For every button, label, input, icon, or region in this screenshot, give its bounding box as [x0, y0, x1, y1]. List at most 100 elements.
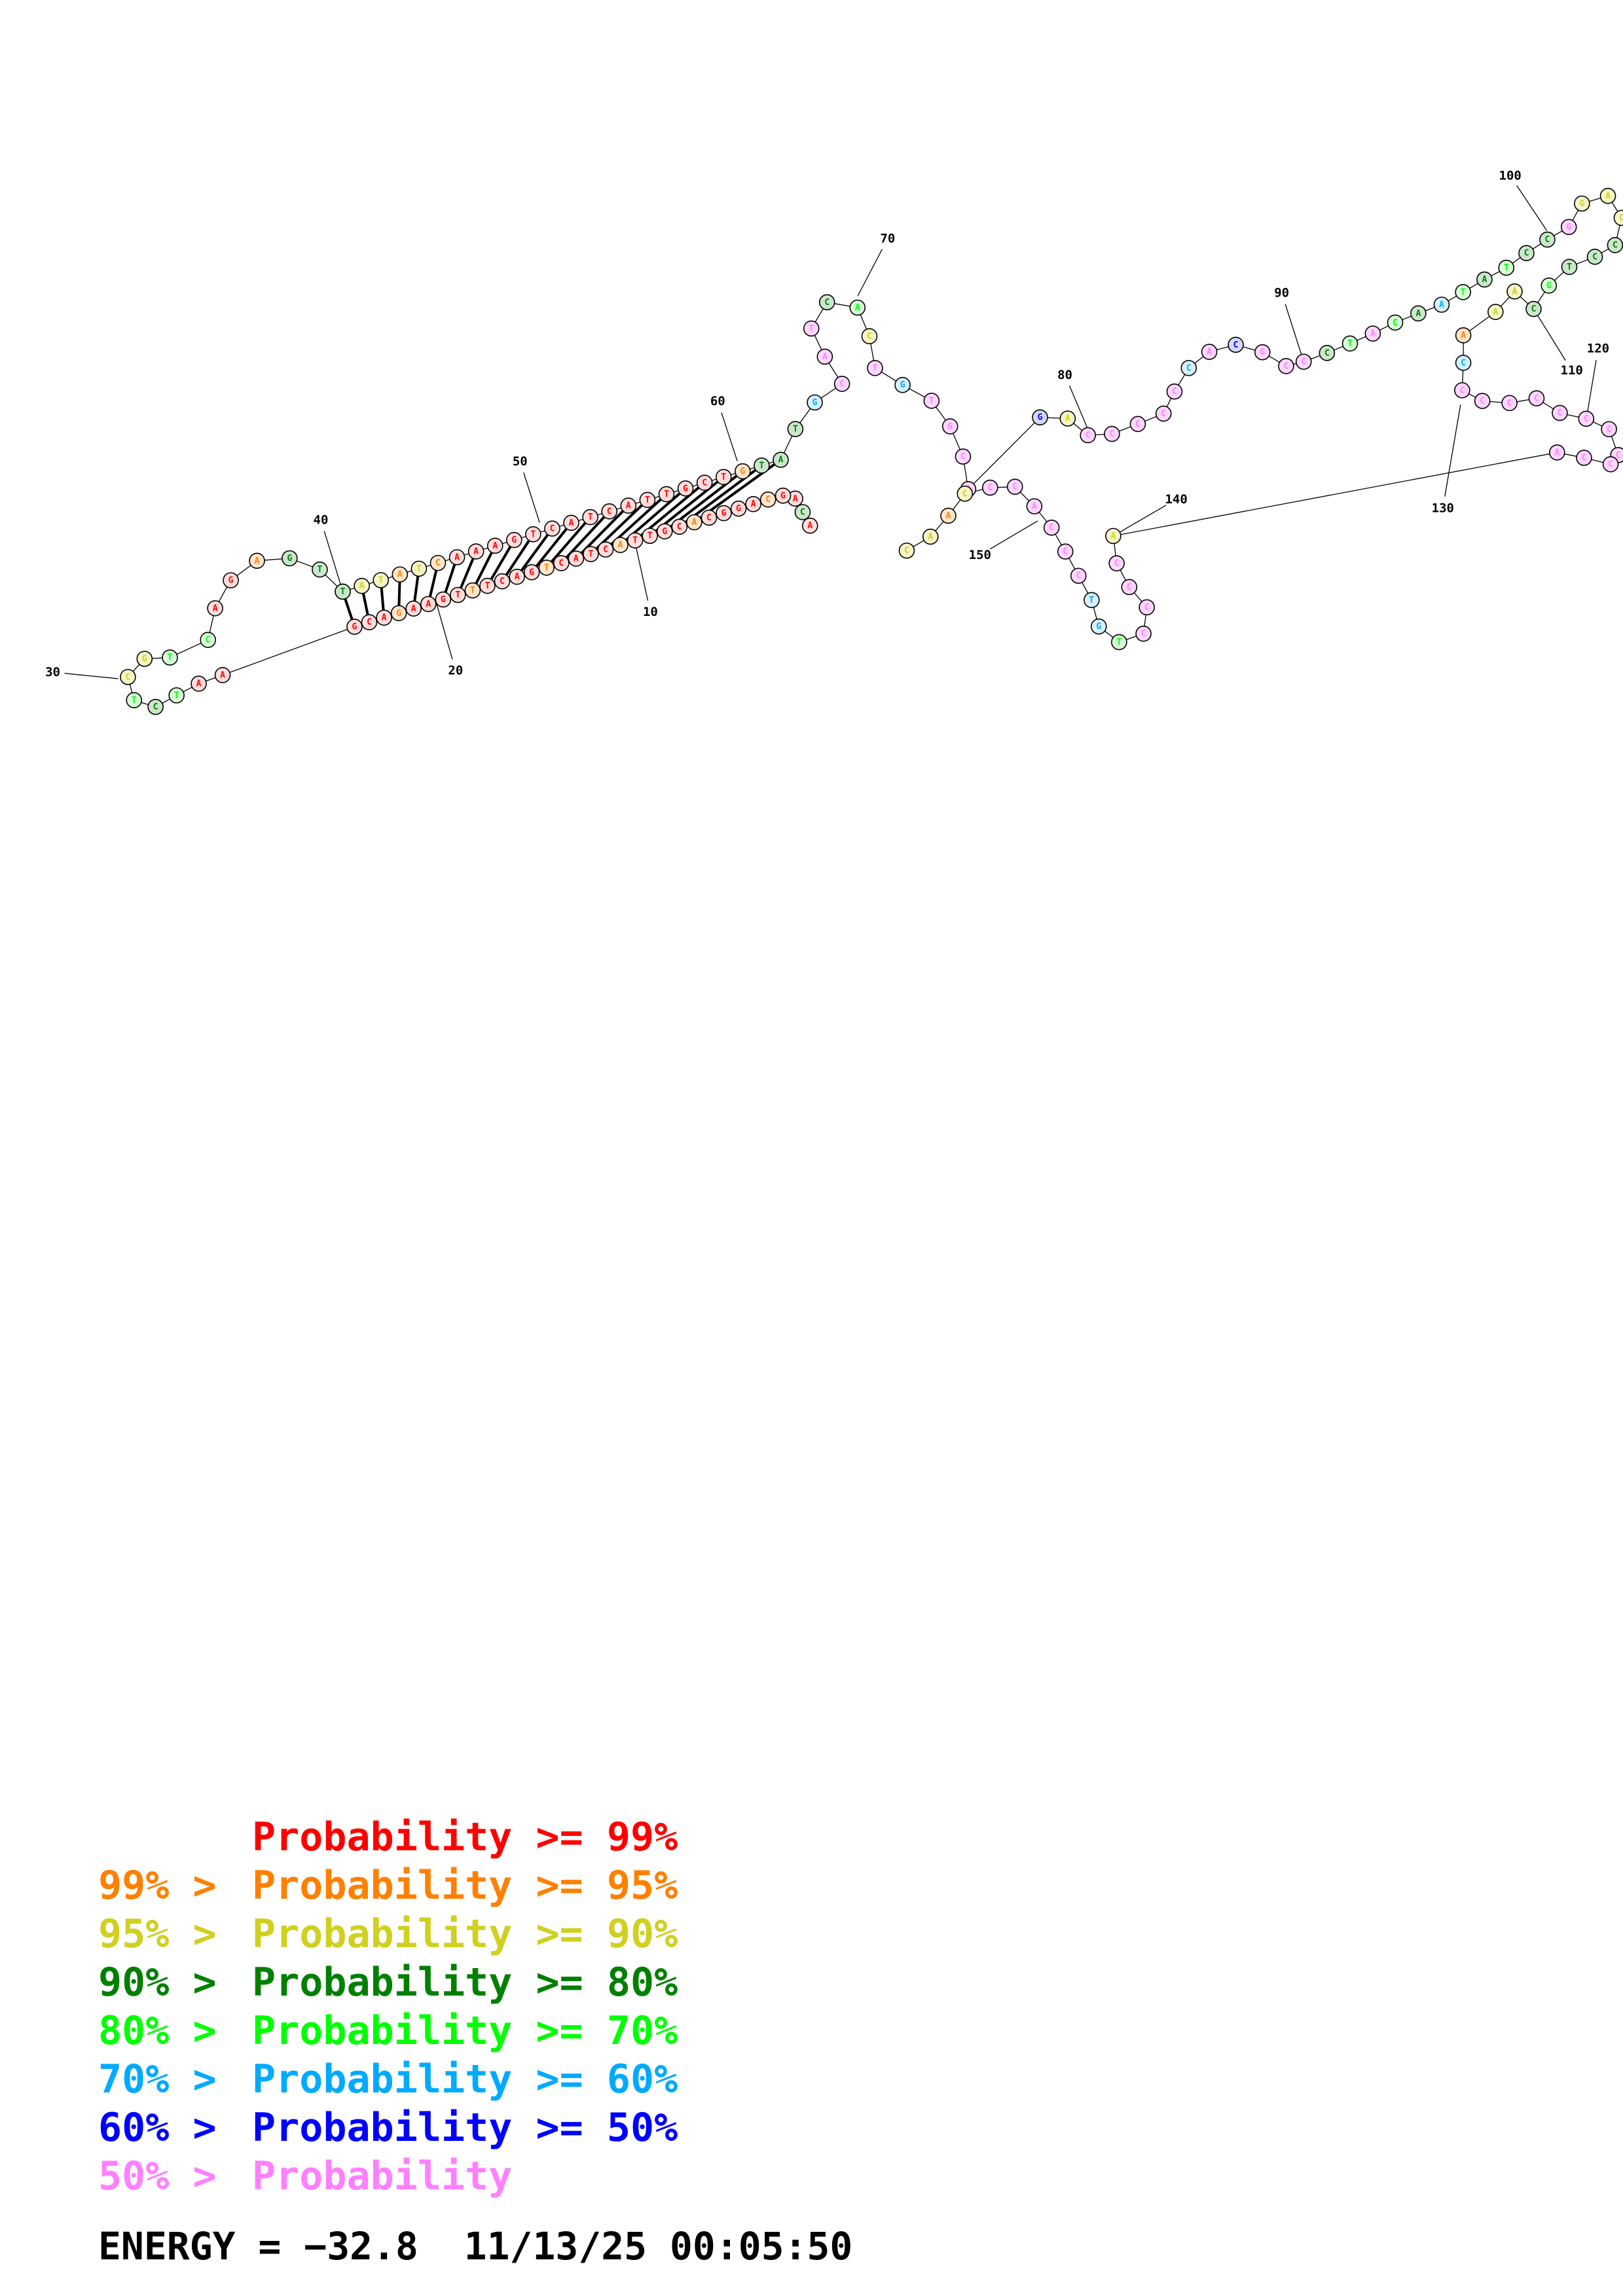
- nucleotide-letter: C: [765, 495, 771, 505]
- nucleotide-letter: C: [824, 298, 830, 308]
- nucleotide-letter: C: [1480, 397, 1485, 406]
- nucleotide: T: [867, 359, 883, 376]
- nucleotide: T: [787, 421, 804, 437]
- nucleotide: C: [1613, 209, 1623, 226]
- nucleotide-letter: A: [618, 541, 623, 550]
- nucleotide-letter: T: [378, 575, 384, 585]
- nucleotide: A: [486, 537, 503, 554]
- nucleotide-letter: C: [904, 546, 909, 556]
- nucleotide: T: [464, 582, 481, 599]
- nucleotide: G: [807, 394, 823, 411]
- nucleotide-letter: G: [142, 655, 147, 664]
- nucleotide: A: [214, 667, 231, 683]
- nucleotide: G: [282, 550, 298, 567]
- nucleotide-letter: A: [1207, 348, 1212, 357]
- nucleotide: A: [816, 348, 833, 365]
- nucleotide: C: [1139, 599, 1155, 616]
- legend-prefix: 95% >: [98, 1911, 240, 1957]
- nucleotide-letter: C: [1012, 482, 1017, 492]
- nucleotide-letter: C: [1393, 318, 1398, 328]
- nucleotide: G: [941, 418, 958, 435]
- nucleotide-letter: C: [1531, 304, 1537, 314]
- nucleotide: C: [1474, 393, 1491, 409]
- legend-row: 90% > Probability >= 80%: [98, 1958, 678, 2007]
- nucleotide: A: [1026, 498, 1043, 514]
- legend-label: Probability >= 60%: [252, 2056, 678, 2102]
- nucleotide-letter: A: [569, 518, 574, 528]
- nucleotide: C: [1601, 421, 1617, 438]
- nucleotide: A: [354, 577, 370, 594]
- nucleotide: A: [563, 514, 579, 531]
- nucleotide-letter: A: [382, 613, 387, 623]
- legend-row: 99% > Probability >= 95%: [98, 1861, 678, 1910]
- nucleotide: C: [1602, 456, 1619, 473]
- nucleotide-letter: A: [359, 581, 365, 591]
- nucleotide-letter: A: [751, 499, 756, 509]
- nucleotide: C: [429, 554, 447, 571]
- nucleotide: C: [1539, 231, 1556, 248]
- position-label: 70: [880, 232, 895, 246]
- nucleotide: C: [1576, 450, 1592, 466]
- nucleotide-letter: G: [780, 491, 786, 501]
- nucleotide-letter: A: [454, 552, 460, 562]
- nucleotide: A: [568, 550, 585, 567]
- nucleotide-letter: C: [1584, 414, 1589, 424]
- nucleotide: G: [735, 463, 751, 480]
- nucleotide: G: [716, 505, 732, 522]
- nucleotide-letter: A: [574, 554, 579, 564]
- nucleotide-letter: C: [1301, 357, 1306, 367]
- base-pair: [545, 516, 592, 569]
- position-labels: 10 20 30 40 50 60 70 80 90 100 110 120 130 140 150: [45, 168, 1609, 679]
- nucleotide-letter: C: [1461, 358, 1466, 368]
- nucleotide: G: [1254, 344, 1271, 361]
- nucleotide-letter: C: [962, 489, 968, 499]
- nucleotide-letter: C: [607, 507, 612, 516]
- nucleotide-letter: C: [1619, 213, 1623, 223]
- nucleotide-letter: G: [1546, 281, 1552, 291]
- nucleotide-letter: G: [1579, 199, 1584, 209]
- nucleotide-letter: T: [318, 565, 323, 575]
- position-tick: [989, 520, 1038, 550]
- nucleotide-letter: T: [589, 550, 594, 560]
- position-tick: [64, 673, 119, 679]
- position-label: 150: [969, 548, 991, 562]
- nucleotide-letter: T: [1504, 263, 1509, 273]
- nucleotide: A: [376, 609, 392, 626]
- nucleotide-letter: T: [340, 587, 346, 597]
- nucleotide-letter: C: [706, 513, 712, 523]
- position-tick: [523, 472, 540, 523]
- nucleotide-letter: T: [721, 473, 726, 482]
- nucleotide-letter: T: [759, 461, 765, 471]
- nucleotide-letter: G: [900, 380, 905, 390]
- nucleotide: C: [601, 503, 618, 520]
- nucleotide: A: [207, 600, 223, 617]
- nucleotide-letter: C: [153, 702, 158, 712]
- nucleotide: G: [1090, 618, 1107, 635]
- nucleotide-letter: C: [1049, 523, 1054, 533]
- legend-label: Probability >= 70%: [252, 2008, 678, 2054]
- nucleotide-letter: C: [558, 558, 564, 568]
- nucleotide-letter: A: [1554, 448, 1559, 457]
- nucleotide-letter: C: [1283, 361, 1288, 371]
- nucleotide: G: [1032, 409, 1048, 425]
- nucleotide: C: [759, 491, 776, 508]
- nucleotide: C: [794, 504, 811, 520]
- nucleotide: C: [1121, 579, 1138, 596]
- nucleotide: T: [162, 649, 178, 666]
- nucleotide-letter: G: [228, 576, 234, 586]
- nucleotide: A: [1433, 296, 1450, 313]
- nucleotide-letter: C: [1616, 450, 1621, 460]
- position-tick: [1285, 304, 1302, 355]
- nucleotide: A: [191, 675, 207, 692]
- nucleotide-letter: A: [1032, 502, 1037, 512]
- position-label: 60: [710, 394, 725, 408]
- position-tick: [1537, 315, 1566, 361]
- nucleotide-letter: C: [1063, 547, 1068, 557]
- nucleotide: T: [1341, 335, 1359, 352]
- nucleotide-letter: C: [1233, 340, 1239, 350]
- position-label: 10: [643, 605, 658, 619]
- nucleotide-letter: A: [397, 570, 403, 580]
- nucleotide: C: [1166, 383, 1183, 400]
- nucleotide: G: [136, 651, 153, 667]
- base-pair: [471, 545, 497, 591]
